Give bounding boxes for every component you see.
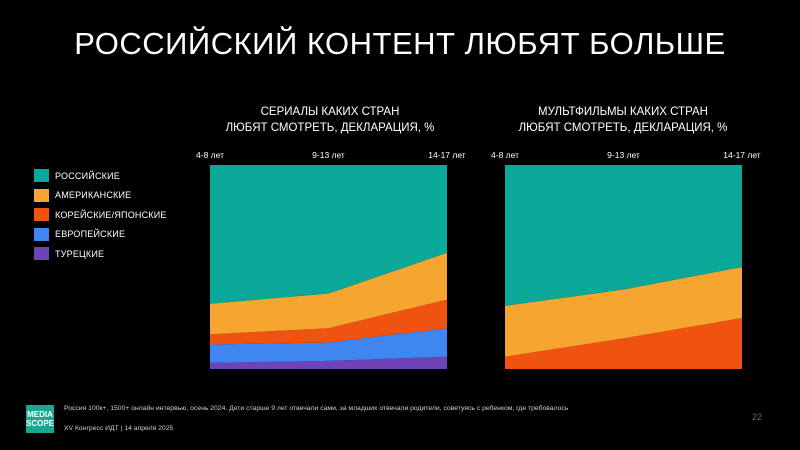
series-chart-title-line1: СЕРИАЛЫ КАКИХ СТРАН [260, 106, 400, 118]
cartoons-area-2 [505, 267, 742, 357]
cartoons-x-tick-label: 4-8 лет [491, 150, 519, 160]
series-x-tick-label: 14-17 лет [428, 150, 466, 160]
series-chart-heading: СЕРИАЛЫ КАКИХ СТРАН ЛЮБЯТ СМОТРЕТЬ, ДЕКЛ… [210, 104, 450, 136]
series-area-2 [210, 328, 447, 363]
series-x-tick-label: 4-8 лет [196, 150, 224, 160]
series-area-5 [210, 165, 447, 304]
legend-swatch [34, 188, 49, 202]
series-x-tick-label: 9-13 лет [312, 150, 345, 160]
legend: РОССИЙСКИЕ АМЕРИКАНСКИЕ КОРЕЙСКИЕ/ЯПОНСКИЕ… [34, 166, 167, 264]
cartoons-x-tick-label: 9-13 лет [607, 150, 640, 160]
footnote: Россия 100к+, 1500+ онлайн интервью, осе… [64, 405, 569, 412]
legend-label: ТУРЕЦКИЕ [55, 248, 105, 259]
legend-item: ЕВРОПЕЙСКИЕ [34, 225, 167, 245]
cartoons-area-1 [505, 318, 742, 369]
legend-item: РОССИЙСКИЕ [34, 166, 167, 186]
logo-line1: MEDIA [27, 410, 53, 419]
logo-line2: SCOPE [26, 419, 55, 428]
legend-swatch [34, 208, 49, 222]
mediascope-logo: MEDIA SCOPE [26, 405, 54, 433]
legend-swatch [34, 247, 49, 261]
legend-label: РОССИЙСКИЕ [55, 170, 120, 181]
legend-item: КОРЕЙСКИЕ/ЯПОНСКИЕ [34, 205, 167, 225]
cartoons-area-3 [505, 165, 742, 306]
series-area-3 [210, 299, 447, 345]
series-area-1 [210, 356, 447, 369]
legend-swatch [34, 169, 49, 183]
legend-label: КОРЕЙСКИЕ/ЯПОНСКИЕ [55, 209, 167, 220]
slide-title: РОССИЙСКИЙ КОНТЕНТ ЛЮБЯТ БОЛЬШЕ [74, 26, 726, 61]
legend-label: ЕВРОПЕЙСКИЕ [55, 229, 126, 240]
series-chart-title-line2: ЛЮБЯТ СМОТРЕТЬ, ДЕКЛАРАЦИЯ, % [225, 122, 435, 134]
legend-swatch [34, 227, 49, 241]
cartoons-chart-heading: МУЛЬТФИЛЬМЫ КАКИХ СТРАН ЛЮБЯТ СМОТРЕТЬ, … [503, 104, 743, 136]
cartoons-chart-title-line2: ЛЮБЯТ СМОТРЕТЬ, ДЕКЛАРАЦИЯ, % [518, 122, 728, 134]
cartoons-chart-title-line1: МУЛЬТФИЛЬМЫ КАКИХ СТРАН [538, 106, 708, 118]
legend-label: АМЕРИКАНСКИЕ [55, 190, 132, 201]
legend-item: ТУРЕЦКИЕ [34, 244, 167, 264]
legend-item: АМЕРИКАНСКИЕ [34, 186, 167, 206]
cartoons-x-tick-label: 14-17 лет [723, 150, 761, 160]
page-number: 22 [751, 412, 762, 422]
event-caption: XV Конгресс ИДТ | 14 апреля 2025 [64, 425, 174, 432]
